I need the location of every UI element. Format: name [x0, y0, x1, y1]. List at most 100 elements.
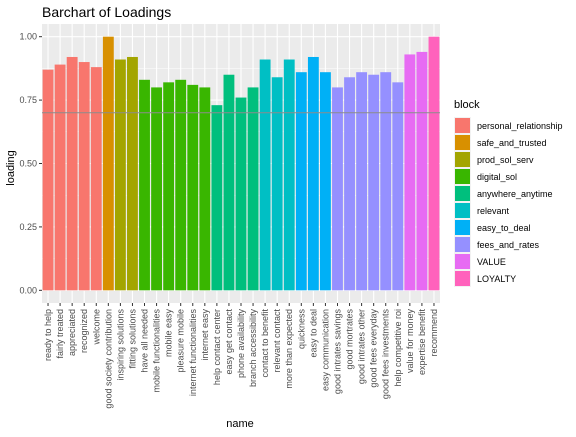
x-tick-label: inspiring solutions [115, 309, 125, 381]
bar-expertise-benefit [416, 51, 428, 291]
x-tick-label: good fees investments [381, 309, 391, 400]
x-tick-label: good intrates other [357, 309, 367, 384]
x-tick-label: recommend [429, 309, 439, 357]
bar-recognized [78, 62, 90, 291]
bar-pleasure-mobile [175, 79, 187, 291]
legend-swatch-anywhere_anytime [455, 186, 470, 201]
x-tick-label: good fees everyday [369, 309, 379, 388]
bar-good-intrates-savings [332, 87, 343, 291]
x-tick-label: ready to help [43, 309, 53, 361]
y-tick-label: 0.00 [19, 285, 37, 295]
bar-appreciated [66, 56, 78, 291]
bar-phone-availability [235, 97, 247, 291]
bar-fairly-treated [54, 64, 66, 291]
x-tick-label: recognized [79, 309, 89, 353]
bar-good-intrates-other [356, 72, 368, 291]
legend-label-digital_sol: digital_sol [477, 172, 517, 182]
legend-swatch-prod_sol_serv [455, 152, 470, 167]
legend-label-relevant: relevant [477, 206, 510, 216]
x-tick-label: good intrates savings [332, 309, 342, 395]
bar-fitting-solutions [127, 56, 138, 291]
x-tick-label: internet functionalities [188, 309, 198, 397]
x-tick-label: quickness [296, 309, 306, 350]
x-tick-label: good society contribution [103, 309, 113, 409]
bar-relevant-contact [271, 77, 283, 291]
legend-swatch-easy_to_deal [455, 220, 470, 235]
bar-easy-to-deal [307, 56, 319, 291]
legend-label-safe_and_trusted: safe_and_trusted [477, 138, 547, 148]
x-tick-label: have all needed [140, 309, 150, 373]
x-tick-label: fairly treated [55, 309, 65, 359]
x-tick-label: more than expected [284, 309, 294, 389]
legend-label-personal_relationship: personal_relationship [477, 121, 563, 131]
bar-welcome [90, 67, 102, 291]
x-tick-label: relevant contact [272, 309, 282, 373]
bar-mobile-functionalities [151, 87, 163, 291]
legend-label-easy_to_deal: easy_to_deal [477, 223, 531, 233]
bar-help-contact-center [211, 105, 223, 291]
legend-swatch-relevant [455, 203, 470, 218]
bar-mobile-easy [163, 82, 175, 291]
x-tick-label: welcome [91, 309, 101, 346]
legend-swatch-VALUE [455, 254, 470, 269]
legend-label-fees_and_rates: fees_and_rates [477, 240, 540, 250]
y-tick-label: 0.25 [19, 222, 37, 232]
bar-good-fees-everyday [368, 74, 380, 291]
x-tick-label: help competitive roi [393, 309, 403, 387]
x-tick-label: fitting solutions [127, 309, 137, 369]
x-tick-label: branch accessibility [248, 309, 258, 388]
y-tick-label: 1.00 [19, 32, 37, 42]
bar-value-for-money [404, 54, 416, 291]
y-axis: 0.00 0.25 0.50 0.75 1.00 [19, 32, 42, 295]
bar-contact-to-benefit [259, 59, 271, 291]
legend-swatch-LOYALTY [455, 271, 470, 286]
bar-good-fees-investments [380, 72, 392, 291]
x-tick-label: value for money [405, 309, 415, 374]
legend-swatch-personal_relationship [455, 118, 470, 133]
y-axis-label: loading [5, 150, 17, 185]
bar-internet-easy [199, 87, 211, 291]
x-tick-label: easy communication [320, 309, 330, 391]
x-tick-label: pleasure mobile [176, 309, 186, 373]
x-tick-label: good mortrates [345, 309, 355, 370]
x-tick-label: easy get contact [224, 309, 234, 375]
x-tick-label: help contact center [212, 309, 222, 385]
legend-title: block [454, 99, 480, 111]
legend-label-VALUE: VALUE [477, 257, 506, 267]
x-axis-label: name [226, 418, 254, 430]
plot-panel [42, 24, 440, 303]
legend-label-LOYALTY: LOYALTY [477, 274, 516, 284]
legend-swatch-digital_sol [455, 169, 470, 184]
legend-label-anywhere_anytime: anywhere_anytime [477, 189, 553, 199]
x-tick-label: internet easy [200, 309, 210, 361]
x-tick-label: mobile easy [164, 309, 174, 358]
y-tick-label: 0.50 [19, 159, 37, 169]
legend-swatch-fees_and_rates [455, 237, 470, 252]
y-tick-label: 0.75 [19, 95, 37, 105]
bar-more-than-expected [283, 59, 295, 291]
bar-good-mortrates [344, 77, 355, 291]
bar-branch-accessibility [247, 87, 259, 291]
bar-ready-to-help [42, 69, 54, 291]
x-tick-label: mobile functionalities [152, 309, 162, 393]
x-tick-label: easy to deal [308, 309, 318, 358]
legend-label-prod_sol_serv: prod_sol_serv [477, 155, 534, 165]
bar-quickness [295, 72, 307, 291]
bar-recommend [428, 36, 440, 291]
bar-easy-communication [319, 72, 331, 291]
bar-internet-functionalities [187, 84, 199, 291]
x-tick-label: expertise benefit [417, 309, 427, 376]
bar-help-competitive-roi [392, 82, 404, 291]
x-axis: ready to help fairly treated appreciated re… [43, 303, 439, 409]
bar-have-all-needed [139, 79, 150, 291]
legend: block personal_relationship safe_and_trus… [454, 99, 563, 287]
legend-swatch-safe_and_trusted [455, 135, 470, 150]
bar-inspiring-solutions [114, 59, 126, 291]
x-tick-label: appreciated [67, 309, 77, 356]
x-tick-label: contact to benefit [260, 309, 270, 378]
chart-title: Barchart of Loadings [42, 4, 171, 20]
bar-easy-get-contact [223, 74, 235, 291]
bar-good-society-contribution [102, 36, 114, 291]
